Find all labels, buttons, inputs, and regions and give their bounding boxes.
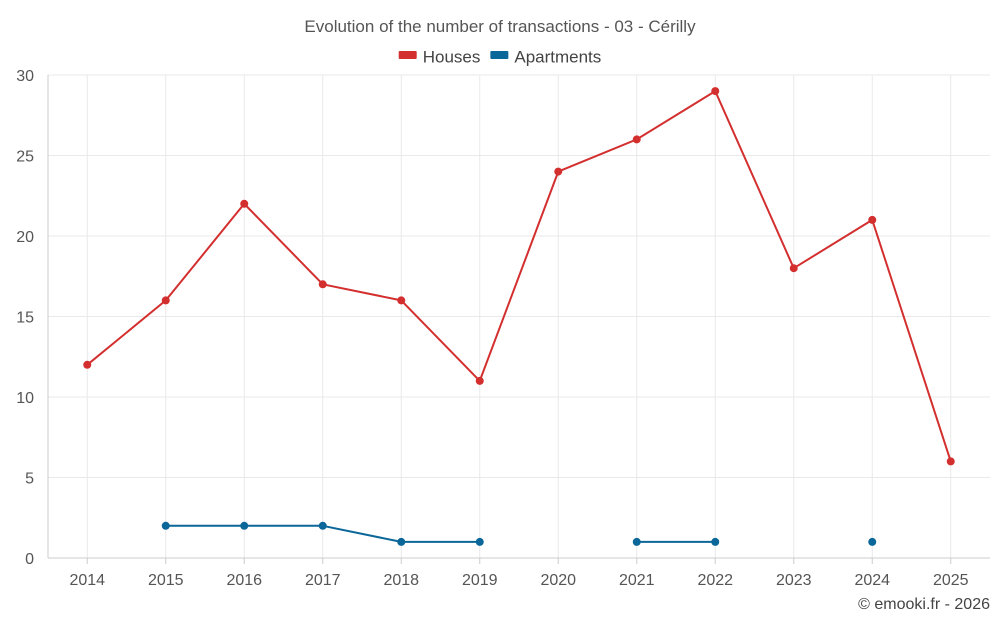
legend-label: Apartments (514, 47, 601, 66)
x-tick-label: 2016 (226, 572, 262, 589)
series-apartments: 2015: 2 2016: 2 2017: 2 2018: 1 2019: 1 2021:… (161, 521, 877, 546)
data-point-apartments[interactable]: 2017: 2 (318, 521, 327, 530)
data-point-apartments[interactable]: 2015: 2 (161, 521, 170, 530)
data-point-apartments[interactable]: 2024: 1 (868, 537, 877, 546)
legend[interactable]: Houses Apartments (398, 47, 602, 66)
grid (48, 74, 990, 558)
legend-item-houses[interactable]: Houses (398, 47, 481, 66)
y-tick-label: 5 (25, 471, 34, 488)
data-point-houses[interactable]: 2020: 24 (554, 167, 563, 176)
data-point-houses[interactable]: 2015: 16 (161, 296, 170, 305)
series-layer: 2014: 12 2015: 16 2016: 22 2017: 17 2018: 16… (83, 87, 955, 546)
x-tick-label: 2024 (854, 572, 890, 589)
x-tick-label: 2017 (305, 572, 341, 589)
data-point-apartments[interactable]: 2022: 1 (711, 537, 720, 546)
series-line-houses (86, 90, 952, 462)
data-point-houses[interactable]: 2018: 16 (397, 296, 406, 305)
x-tick-label: 2014 (69, 572, 105, 589)
data-point-apartments[interactable]: 2016: 2 (240, 521, 249, 530)
data-point-houses[interactable]: 2014: 12 (83, 360, 92, 369)
data-point-houses[interactable]: 2024: 21 (868, 215, 877, 224)
series-houses: 2014: 12 2015: 16 2016: 22 2017: 17 2018: 16… (83, 87, 955, 466)
credit-text: © emooki.fr - 2026 (858, 596, 990, 613)
legend-label: Houses (423, 47, 481, 66)
x-tick-label: 2020 (540, 572, 576, 589)
data-point-houses[interactable]: 2017: 17 (318, 280, 327, 289)
x-tick-label: 2022 (697, 572, 733, 589)
data-point-apartments[interactable]: 2021: 1 (632, 537, 641, 546)
data-point-houses[interactable]: 2022: 29 (711, 87, 720, 96)
y-tick-label: 0 (25, 551, 34, 568)
y-tick-label: 15 (16, 310, 34, 327)
data-point-houses[interactable]: 2023: 18 (789, 264, 798, 273)
y-tick-label: 25 (16, 149, 34, 166)
legend-item-apartments[interactable]: Apartments (490, 47, 601, 66)
data-point-houses[interactable]: 2021: 26 (632, 135, 641, 144)
y-tick-label: 10 (16, 390, 34, 407)
legend-swatch (490, 51, 509, 59)
data-point-apartments[interactable]: 2018: 1 (397, 537, 406, 546)
data-point-houses[interactable]: 2016: 22 (240, 199, 249, 208)
data-point-houses[interactable]: 2025: 6 (946, 457, 955, 466)
x-tick-label: 2015 (148, 572, 184, 589)
x-tick-label: 2025 (933, 572, 969, 589)
x-tick-label: 2021 (619, 572, 655, 589)
chart-title: Evolution of the number of transactions … (304, 17, 696, 36)
y-tick-label: 20 (16, 229, 34, 246)
x-tick-label: 2023 (776, 572, 812, 589)
x-tick-label: 2019 (462, 572, 498, 589)
legend-swatch (398, 51, 417, 59)
y-tick-label: 30 (16, 68, 34, 85)
data-point-apartments[interactable]: 2019: 1 (475, 537, 484, 546)
data-point-houses[interactable]: 2019: 11 (475, 376, 484, 385)
x-tick-label: 2018 (383, 572, 419, 589)
